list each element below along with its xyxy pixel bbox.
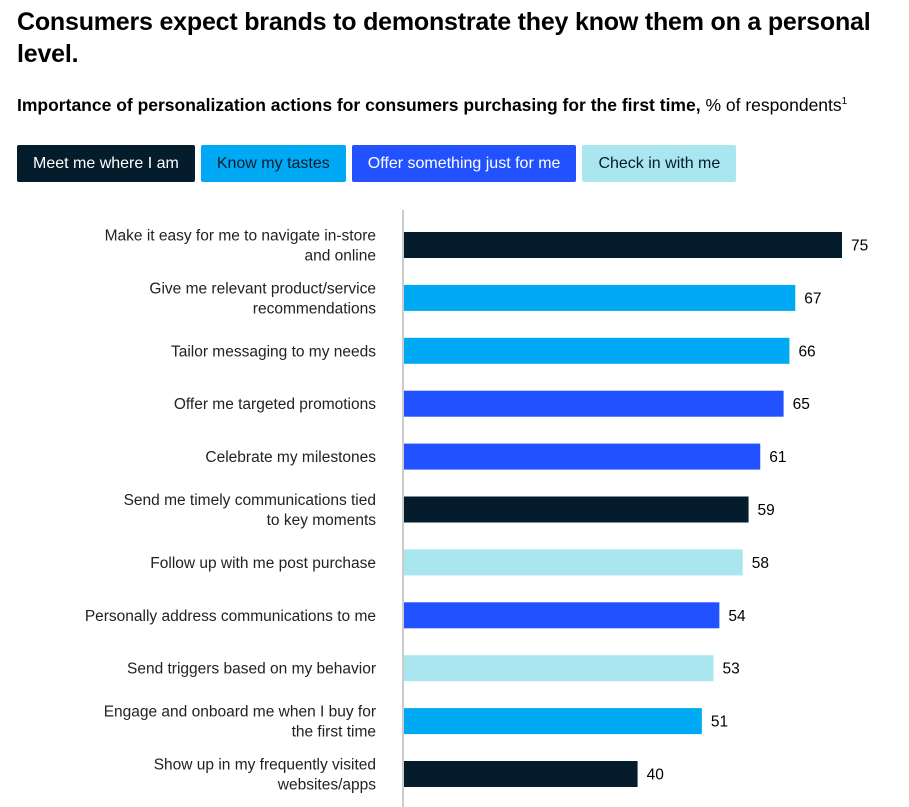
category-label: Follow up with me post purchase: [150, 555, 376, 572]
bar-value-label: 59: [758, 502, 775, 519]
category-label: Tailor messaging to my needs: [171, 343, 376, 360]
bar: [404, 761, 638, 787]
chart-subtitle: Importance of personalization actions fo…: [17, 90, 897, 117]
category-label: and online: [304, 248, 376, 265]
bar-value-label: 75: [851, 238, 868, 255]
category-label: Offer me targeted promotions: [174, 396, 376, 413]
bar-value-label: 66: [798, 343, 815, 360]
category-label: recommendations: [253, 300, 376, 317]
bar: [404, 443, 761, 470]
category-label: Personally address communications to me: [85, 608, 376, 625]
bar-chart: 75 Make it easy for me to navigate in-sto…: [85, 210, 868, 807]
bar: [404, 232, 842, 258]
legend-item: Offer something just for me: [351, 145, 577, 182]
category-label: Engage and onboard me when I buy for: [104, 704, 376, 721]
bar-value-label: 54: [728, 608, 746, 625]
bar-value-label: 61: [769, 449, 786, 466]
bar: [404, 549, 743, 576]
category-label: websites/apps: [277, 777, 376, 794]
bar-value-label: 53: [723, 661, 740, 678]
category-label: Make it easy for me to navigate in-store: [105, 228, 376, 245]
bar-value-label: 65: [793, 396, 810, 413]
subtitle-unit: % of respondents: [700, 94, 842, 115]
legend-item: Check in with me: [582, 145, 737, 182]
footnote-marker: 1: [841, 96, 848, 107]
subtitle-main: Importance of personalization actions fo…: [17, 94, 701, 115]
category-label: Send me timely communications tied: [124, 492, 376, 509]
category-label: Show up in my frequently visited: [154, 757, 376, 774]
bar-value-label: 51: [711, 714, 728, 731]
bar: [404, 284, 796, 311]
bar-value-label: 58: [752, 555, 769, 572]
bar: [404, 602, 720, 629]
chart-title: Consumers expect brands to demonstrate t…: [17, 8, 871, 68]
category-label: Give me relevant product/service: [149, 280, 376, 297]
bar: [404, 337, 790, 364]
legend: Meet me where I am Know my tastes Offer so…: [17, 145, 737, 183]
bar-value-label: 40: [647, 767, 665, 784]
bar: [404, 655, 714, 682]
bar: [404, 708, 702, 735]
category-label: Celebrate my milestones: [205, 449, 376, 466]
category-label: the first time: [292, 724, 376, 741]
legend-item: Know my tastes: [200, 145, 346, 182]
category-label: Send triggers based on my behavior: [127, 661, 376, 678]
bar-value-label: 67: [804, 290, 821, 307]
category-label: to key moments: [267, 512, 377, 529]
bar: [404, 496, 749, 523]
bar: [404, 390, 784, 417]
legend-item: Meet me where I am: [17, 145, 195, 182]
